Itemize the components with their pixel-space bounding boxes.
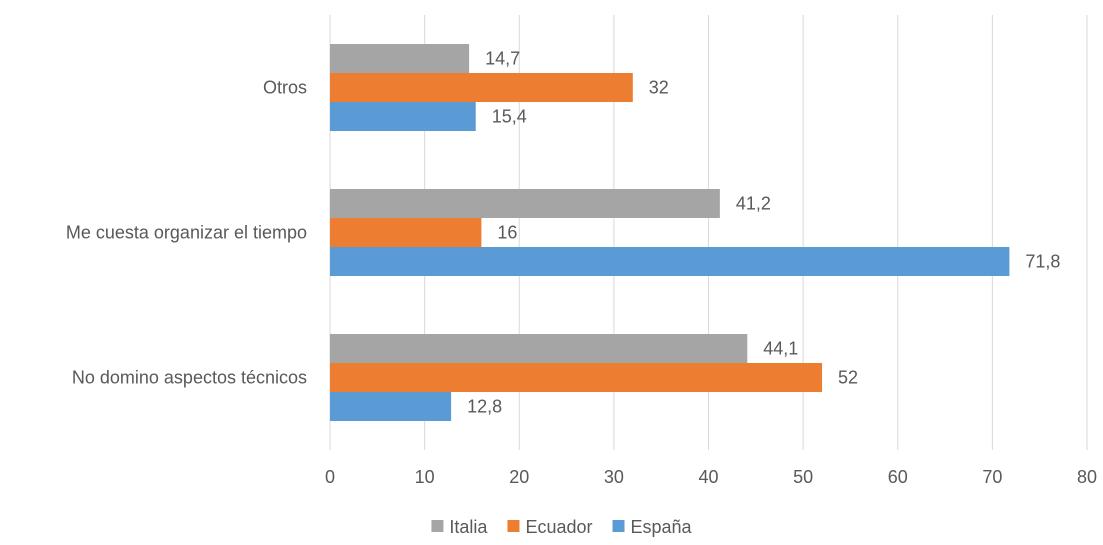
- x-tick-label: 0: [325, 467, 335, 487]
- data-label: 12,8: [467, 397, 502, 417]
- x-tick-label: 60: [888, 467, 908, 487]
- legend-swatch-españa: [612, 520, 625, 532]
- legend-label: Italia: [449, 517, 488, 537]
- legend-swatch-ecuador: [507, 520, 520, 532]
- bar-ecuador: [330, 73, 633, 102]
- bar-españa: [330, 247, 1010, 276]
- bar-italia: [330, 44, 470, 73]
- category-label: Otros: [263, 78, 307, 98]
- bar-italia: [330, 334, 748, 363]
- category-label: Me cuesta organizar el tiempo: [66, 223, 307, 243]
- legend-swatch-italia: [431, 520, 444, 532]
- bar-italia: [330, 189, 720, 218]
- x-tick-label: 50: [793, 467, 813, 487]
- bar-ecuador: [330, 218, 482, 247]
- x-tick-label: 70: [982, 467, 1002, 487]
- data-label: 16: [497, 223, 517, 243]
- bar-españa: [330, 392, 452, 421]
- legend: Italia Ecuador España: [431, 517, 693, 537]
- data-label: 32: [649, 78, 669, 98]
- category-labels: Otros Me cuesta organizar el tiempo No dom…: [66, 78, 307, 388]
- legend-label: España: [631, 517, 693, 537]
- bar-españa: [330, 102, 476, 131]
- data-labels: 14,7 32 15,4 41,2 16 71,8 44,1 52 12,8: [467, 49, 1060, 417]
- x-axis-ticks: 0 10 20 30 40 50 60 70 80: [325, 467, 1097, 487]
- x-tick-label: 30: [604, 467, 624, 487]
- data-label: 44,1: [763, 339, 798, 359]
- x-tick-label: 40: [698, 467, 718, 487]
- legend-label: Ecuador: [525, 517, 592, 537]
- category-label: No domino aspectos técnicos: [72, 368, 307, 388]
- x-tick-label: 10: [415, 467, 435, 487]
- x-tick-label: 20: [509, 467, 529, 487]
- bar-ecuador: [330, 363, 823, 392]
- data-label: 15,4: [492, 107, 527, 127]
- x-tick-label: 80: [1077, 467, 1097, 487]
- bars: [330, 44, 1010, 421]
- data-label: 52: [838, 368, 858, 388]
- data-label: 71,8: [1025, 252, 1060, 272]
- data-label: 41,2: [736, 194, 771, 214]
- data-label: 14,7: [485, 49, 520, 69]
